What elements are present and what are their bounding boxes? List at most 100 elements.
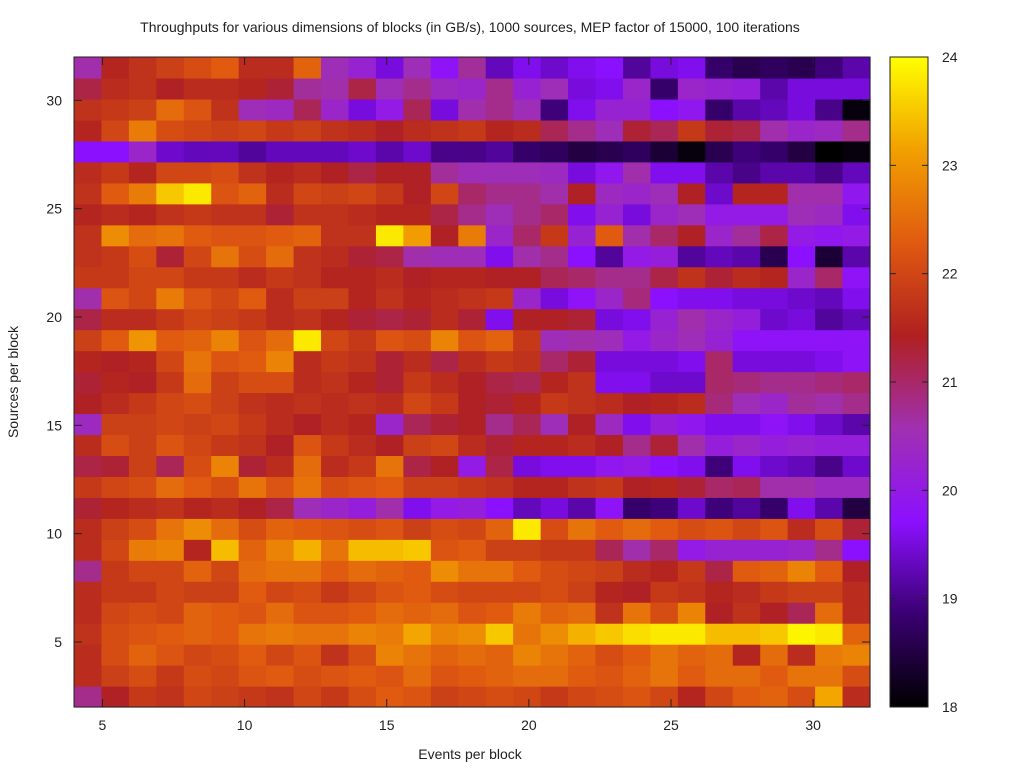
heatmap-cell: [485, 245, 514, 268]
heatmap-cell: [842, 539, 871, 561]
heatmap-cell: [513, 644, 542, 666]
heatmap-cell: [403, 224, 432, 247]
heatmap-cell: [513, 539, 542, 561]
heatmap-cell: [842, 224, 871, 247]
heatmap-cell: [568, 434, 597, 456]
heatmap-cell: [348, 140, 377, 163]
heatmap-cell: [321, 57, 350, 79]
heatmap-cell: [375, 329, 404, 352]
heatmap-cell: [622, 644, 652, 666]
heatmap-cell: [403, 623, 432, 645]
heatmap-cell: [842, 308, 871, 331]
heatmap-cell: [622, 350, 652, 373]
heatmap-cell: [403, 371, 432, 394]
heatmap-cell: [183, 413, 212, 436]
heatmap-cell: [101, 266, 130, 289]
heatmap-cell: [677, 413, 706, 436]
heatmap-cell: [705, 308, 734, 331]
heatmap-cell: [677, 350, 706, 373]
heatmap-cell: [321, 308, 350, 331]
heatmap-cell: [430, 602, 459, 624]
heatmap-cell: [458, 308, 487, 331]
heatmap-cell: [568, 392, 597, 415]
heatmap-cell: [183, 287, 212, 310]
heatmap-cell: [787, 98, 816, 121]
heatmap-cell: [842, 665, 871, 687]
heatmap-cell: [375, 518, 404, 540]
heatmap-cell: [238, 350, 267, 373]
heatmap-cell: [677, 581, 706, 603]
heatmap-cell: [595, 245, 624, 268]
heatmap-cell: [211, 182, 240, 205]
heatmap-cell: [622, 602, 652, 624]
heatmap-cell: [650, 623, 679, 645]
heatmap-cell: [815, 602, 844, 624]
heatmap-cell: [293, 686, 322, 708]
heatmap-cell: [760, 182, 789, 205]
heatmap-cell: [732, 518, 761, 540]
heatmap-cell: [375, 602, 404, 624]
heatmap-cell: [760, 602, 789, 624]
heatmap-cell: [458, 518, 487, 540]
heatmap-cell: [430, 392, 459, 415]
heatmap-cell: [211, 140, 240, 163]
heatmap-cell: [842, 455, 871, 477]
heatmap-cell: [485, 371, 514, 394]
heatmap-cell: [321, 581, 350, 603]
heatmap-cell: [101, 455, 130, 477]
heatmap-cell: [815, 686, 844, 708]
heatmap-cell: [787, 119, 816, 142]
heatmap-cell: [348, 686, 377, 708]
heatmap-cell: [595, 57, 624, 79]
heatmap-cell: [458, 98, 487, 121]
heatmap-cell: [815, 644, 844, 666]
heatmap-cell: [348, 560, 377, 582]
heatmap-cell: [622, 182, 652, 205]
heatmap-cell: [156, 476, 185, 498]
heatmap-cell: [403, 665, 432, 687]
heatmap-cell: [815, 329, 844, 352]
heatmap-cell: [266, 644, 295, 666]
heatmap-cell: [238, 581, 267, 603]
heatmap-cell: [156, 119, 185, 142]
heatmap-cell: [732, 539, 761, 561]
heatmap-cell: [732, 245, 761, 268]
heatmap-cell: [156, 350, 185, 373]
heatmap-cell: [677, 476, 706, 498]
heatmap-cell: [595, 77, 624, 100]
heatmap-cell: [677, 140, 706, 163]
heatmap-cell: [458, 686, 487, 708]
heatmap-cell: [238, 434, 267, 456]
heatmap-cell: [787, 497, 816, 519]
heatmap-cell: [430, 329, 459, 352]
heatmap-cell: [266, 203, 295, 226]
heatmap-cell: [787, 371, 816, 394]
heatmap-cell: [485, 518, 514, 540]
heatmap-cell: [293, 77, 322, 100]
heatmap-cell: [540, 392, 569, 415]
heatmap-cell: [540, 161, 569, 184]
heatmap-cell: [705, 644, 734, 666]
heatmap-cell: [403, 266, 432, 289]
heatmap-cell: [705, 581, 734, 603]
heatmap-cell: [128, 266, 157, 289]
heatmap-cell: [622, 581, 652, 603]
heatmap-cell: [732, 77, 761, 100]
heatmap-cell: [375, 686, 404, 708]
heatmap-cell: [430, 245, 459, 268]
heatmap-cell: [540, 476, 569, 498]
heatmap-cell: [485, 581, 514, 603]
heatmap-cell: [403, 329, 432, 352]
heatmap-cell: [842, 476, 871, 498]
heatmap-cell: [238, 602, 267, 624]
heatmap-cell: [815, 266, 844, 289]
heatmap-cell: [705, 476, 734, 498]
heatmap-cell: [183, 644, 212, 666]
heatmap-cell: [787, 560, 816, 582]
heatmap-cell: [540, 350, 569, 373]
heatmap-cell: [74, 476, 103, 498]
heatmap-cell: [211, 665, 240, 687]
heatmap-cell: [677, 119, 706, 142]
heatmap-cell: [430, 140, 459, 163]
heatmap-cell: [101, 98, 130, 121]
